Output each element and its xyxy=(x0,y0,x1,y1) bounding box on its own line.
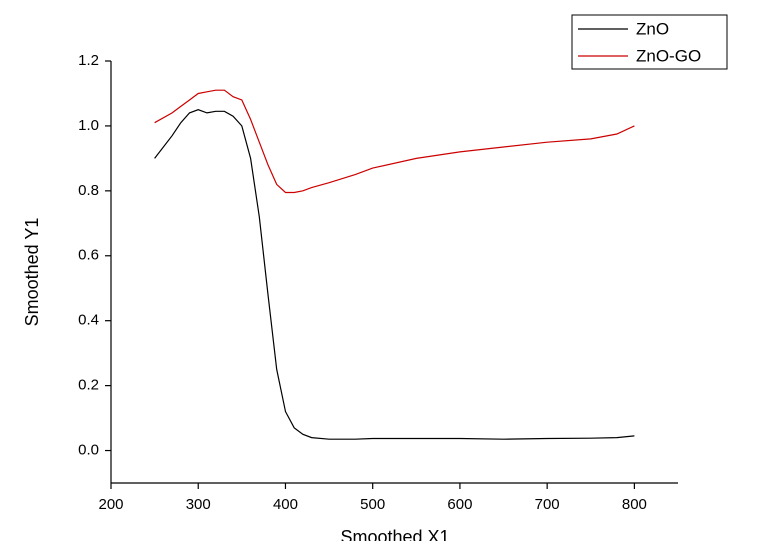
y-tick-label: 0.6 xyxy=(78,247,99,264)
x-tick-label: 500 xyxy=(360,496,385,513)
x-tick-label: 300 xyxy=(186,496,211,513)
y-tick-label: 1.2 xyxy=(78,52,99,69)
x-axis-label: Smoothed X1 xyxy=(340,527,449,541)
x-tick-label: 200 xyxy=(98,496,123,513)
line-series xyxy=(154,109,635,440)
x-tick-label: 700 xyxy=(535,496,560,513)
x-tick-label: 800 xyxy=(622,496,647,513)
y-tick-label: 0.2 xyxy=(78,377,99,394)
y-tick-label: 1.0 xyxy=(78,117,99,134)
y-tick-label: 0.0 xyxy=(78,442,99,459)
y-tick-label: 0.8 xyxy=(78,182,99,199)
x-tick-label: 400 xyxy=(273,496,298,513)
legend-label: ZnO-GO xyxy=(636,46,701,65)
y-tick-label: 0.4 xyxy=(78,312,99,329)
x-tick-label: 600 xyxy=(447,496,472,513)
line-series xyxy=(154,89,635,194)
legend-box xyxy=(571,14,728,70)
y-axis-label: Smoothed Y1 xyxy=(22,218,42,327)
legend-label: ZnO xyxy=(636,19,669,38)
